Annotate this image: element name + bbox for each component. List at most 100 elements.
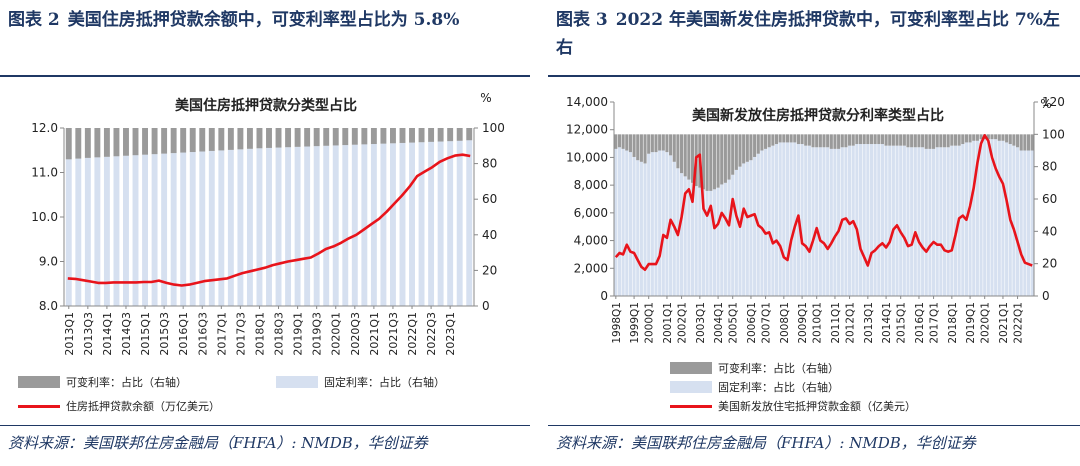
legend-swatch-fixed: [276, 376, 318, 388]
bar-fixed: [361, 144, 368, 306]
x-tick-label: 2014Q3: [120, 312, 133, 356]
bar-fixed: [665, 152, 669, 296]
bar-variable: [753, 134, 757, 157]
legend-swatch-variable: [670, 362, 712, 374]
x-tick-label: 2019Q1: [965, 302, 977, 344]
bar-fixed: [132, 155, 139, 306]
y-tick-label-right: 100: [1042, 127, 1065, 141]
bar-fixed: [113, 156, 120, 306]
bar-fixed: [636, 160, 640, 296]
bar-variable: [712, 134, 716, 190]
bar-fixed: [924, 148, 928, 296]
bar-fixed: [906, 147, 910, 296]
bar-fixed: [658, 150, 662, 296]
bar-variable: [665, 134, 669, 153]
bar-fixed: [910, 147, 914, 296]
legend-label-balance: 住房抵押贷款余额（万亿美元）: [66, 400, 220, 413]
bar-variable: [727, 134, 731, 180]
bar-fixed: [304, 146, 311, 306]
legend-label-variable: 可变利率：占比（右轴）: [66, 376, 187, 389]
bar-variable: [888, 134, 892, 146]
right-axis-unit: %: [1040, 97, 1051, 111]
bar-fixed: [705, 190, 709, 296]
bar-fixed: [690, 182, 695, 296]
bar-fixed: [84, 157, 91, 306]
bar-variable: [767, 134, 771, 148]
bar-variable: [687, 134, 691, 180]
bar-variable: [161, 128, 168, 154]
bar-fixed: [621, 148, 625, 296]
legend-item-balance: 住房抵押贷款余额（万亿美元）: [18, 398, 220, 414]
legend-item-new-loans: 美国新发放住宅抵押贷款金额（亿美元）: [670, 398, 916, 414]
bar-variable: [437, 128, 444, 142]
bar-fixed: [749, 160, 753, 296]
bar-variable: [151, 128, 158, 155]
bar-fixed: [1030, 150, 1034, 296]
bar-fixed: [994, 139, 998, 296]
title-divider: [0, 75, 530, 77]
bar-variable: [771, 134, 775, 146]
bar-variable: [734, 134, 738, 170]
bar-fixed: [742, 163, 746, 296]
x-tick-label: 2013Q3: [82, 312, 95, 356]
bar-fixed: [986, 139, 990, 296]
bar-variable: [227, 128, 234, 150]
x-tick-label: 2020Q1: [980, 302, 992, 344]
chart-mortgage-balance-share: 8.0 9.0 10.0 11.0 12.0 0 20 40 60 80 100 2013Q1 2013…: [31, 91, 505, 356]
bar-fixed: [456, 140, 463, 306]
bar-fixed: [917, 147, 921, 296]
bar-fixed: [683, 176, 687, 296]
bar-variable: [899, 134, 903, 146]
bar-fixed: [1005, 142, 1009, 296]
bar-fixed: [380, 143, 387, 306]
bar-fixed: [170, 153, 177, 306]
legend-label-variable: 可变利率：占比（右轴）: [718, 362, 839, 375]
legend: 可变利率：占比（右轴） 固定利率：占比（右轴） 美国新发放住宅抵押贷款金额（亿美…: [548, 358, 1080, 420]
y-tick-label-left: 6,000: [574, 206, 608, 220]
bar-variable: [785, 134, 790, 143]
legend-label-new-loans: 美国新发放住宅抵押贷款金额（亿美元）: [718, 400, 916, 413]
figure-title: 图表 3 2022 年美国新发住房抵押贷款中，可变利率型占比 7%左右: [556, 6, 1071, 62]
bar-variable: [636, 134, 640, 161]
bar-variable: [910, 134, 914, 148]
legend-label-fixed: 固定利率：占比（右轴）: [324, 376, 445, 389]
x-tick-label: 2006Q1: [746, 302, 758, 344]
bar-variable: [418, 128, 425, 143]
bar-variable: [614, 134, 618, 149]
source-note: 资料来源：美国联邦住房金融局（FHFA）: NMDB，华创证券: [556, 434, 976, 452]
x-tick-label: 2002Q1: [677, 302, 689, 344]
source-divider: [548, 425, 1080, 426]
bar-variable: [902, 134, 906, 146]
y-tick-label-right: 0: [1042, 289, 1050, 303]
bar-fixed: [389, 143, 396, 306]
bar-fixed: [418, 142, 425, 306]
bar-variable: [617, 134, 622, 148]
bar-variable: [928, 134, 932, 149]
bar-variable: [701, 134, 706, 190]
bar-fixed: [829, 148, 833, 296]
bar-variable: [994, 134, 998, 140]
bar-variable: [1030, 134, 1034, 151]
x-tick-label: 2010Q1: [812, 302, 824, 344]
bar-variable: [950, 134, 954, 146]
bar-fixed: [804, 145, 808, 296]
bar-fixed: [1001, 140, 1005, 296]
y-tick-label-left: 12,000: [566, 123, 608, 137]
x-tick-label: 2018Q1: [253, 312, 266, 356]
bar-variable: [745, 134, 749, 162]
chart-title: 美国新发放住房抵押贷款分利率类型占比: [692, 107, 944, 124]
x-tick-label: 2017Q1: [215, 312, 228, 356]
bar-variable: [935, 134, 939, 148]
bar-variable: [1026, 134, 1031, 151]
bar-fixed: [946, 147, 950, 296]
bar-fixed: [727, 179, 731, 296]
bar-fixed: [990, 139, 994, 296]
bar-variable: [661, 134, 665, 151]
x-tick-label: 2012Q1: [845, 302, 857, 344]
bar-fixed: [837, 148, 841, 296]
bar-variable: [917, 134, 921, 148]
bar-fixed: [720, 184, 724, 296]
bar-variable: [877, 134, 881, 145]
bar-variable: [979, 134, 983, 140]
bar-fixed: [891, 145, 895, 296]
